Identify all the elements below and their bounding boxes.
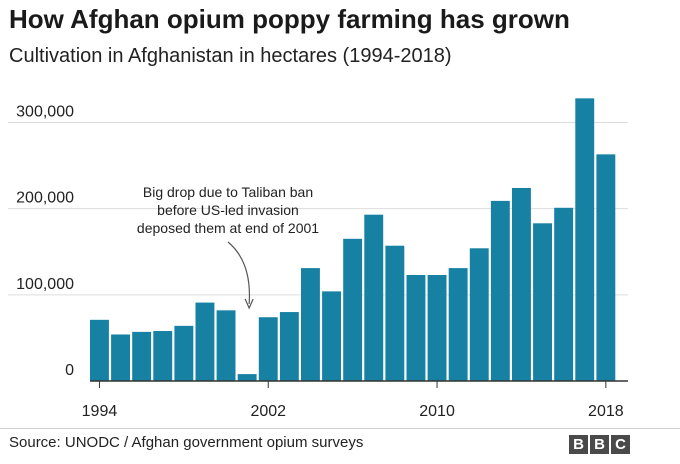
y-tick-label: 0: [65, 362, 74, 379]
annotation-line: Big drop due to Taliban ban: [143, 184, 313, 200]
bar-2007: [364, 214, 384, 381]
bars: [90, 98, 616, 381]
bar-1995: [111, 334, 130, 381]
bar-2015: [533, 223, 552, 381]
bar-2001: [237, 374, 257, 381]
annotation-line: before US-led invasion: [157, 202, 299, 218]
annotation-line: deposed them at end of 2001: [137, 220, 319, 236]
bar-2013: [490, 200, 510, 381]
bar-1998: [174, 325, 194, 381]
logo-letter-c: C: [611, 435, 630, 454]
axes: 0 100,000 200,000 300,000 1994 2002 2010 2018: [16, 103, 628, 420]
bar-2000: [216, 310, 236, 381]
x-tick-label: 2010: [419, 403, 455, 420]
x-tick-label: 2002: [250, 403, 286, 420]
annotation-arrow: [227, 241, 251, 305]
y-tick-label: 100,000: [16, 276, 74, 293]
bar-2005: [322, 291, 341, 381]
bar-2014: [512, 187, 531, 381]
bar-2002: [258, 317, 278, 381]
annotation-arrowhead: [244, 298, 254, 310]
bar-2003: [279, 312, 299, 381]
logo-letter-b1: B: [569, 435, 588, 454]
chart-subtitle: Cultivation in Afghanistan in hectares (…: [9, 45, 452, 67]
bar-1997: [153, 331, 173, 381]
bar-2016: [554, 207, 574, 381]
bar-chart: 0 100,000 200,000 300,000 1994 2002 2010 2018 B…: [8, 98, 628, 420]
annotation: Big drop due to Taliban ban before US-led…: [137, 184, 319, 310]
chart-title: How Afghan opium poppy farming has grown: [9, 4, 570, 34]
bar-2018: [596, 154, 616, 381]
bar-2009: [406, 275, 426, 381]
y-tick-label: 300,000: [16, 103, 74, 120]
source-note: Source: UNODC / Afghan government opium …: [9, 434, 364, 451]
bbc-logo: B B C: [569, 435, 630, 454]
x-tick-label: 1994: [82, 403, 118, 420]
x-tick-label: 2018: [588, 403, 624, 420]
bar-1999: [195, 302, 215, 381]
logo-letter-b2: B: [590, 435, 609, 454]
bar-2012: [469, 248, 489, 381]
bar-1996: [132, 331, 152, 381]
bar-2011: [448, 268, 468, 381]
bar-2010: [427, 275, 447, 381]
y-tick-label: 200,000: [16, 190, 74, 207]
footer-divider: [0, 428, 680, 429]
bar-1994: [90, 319, 109, 381]
bar-2004: [301, 268, 320, 381]
bar-2008: [385, 245, 405, 381]
bar-2017: [575, 98, 595, 381]
bar-2006: [343, 238, 363, 381]
